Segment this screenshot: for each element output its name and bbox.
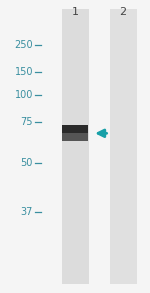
- Bar: [110, 9, 136, 284]
- Text: 150: 150: [15, 67, 33, 77]
- Text: 75: 75: [21, 117, 33, 127]
- Bar: [62, 125, 88, 133]
- Bar: [61, 9, 88, 284]
- Text: 50: 50: [21, 158, 33, 168]
- Bar: [62, 133, 88, 142]
- Text: 100: 100: [15, 90, 33, 100]
- Text: 1: 1: [72, 7, 78, 17]
- Text: 250: 250: [14, 40, 33, 50]
- Text: 2: 2: [119, 7, 127, 17]
- Text: 37: 37: [21, 207, 33, 217]
